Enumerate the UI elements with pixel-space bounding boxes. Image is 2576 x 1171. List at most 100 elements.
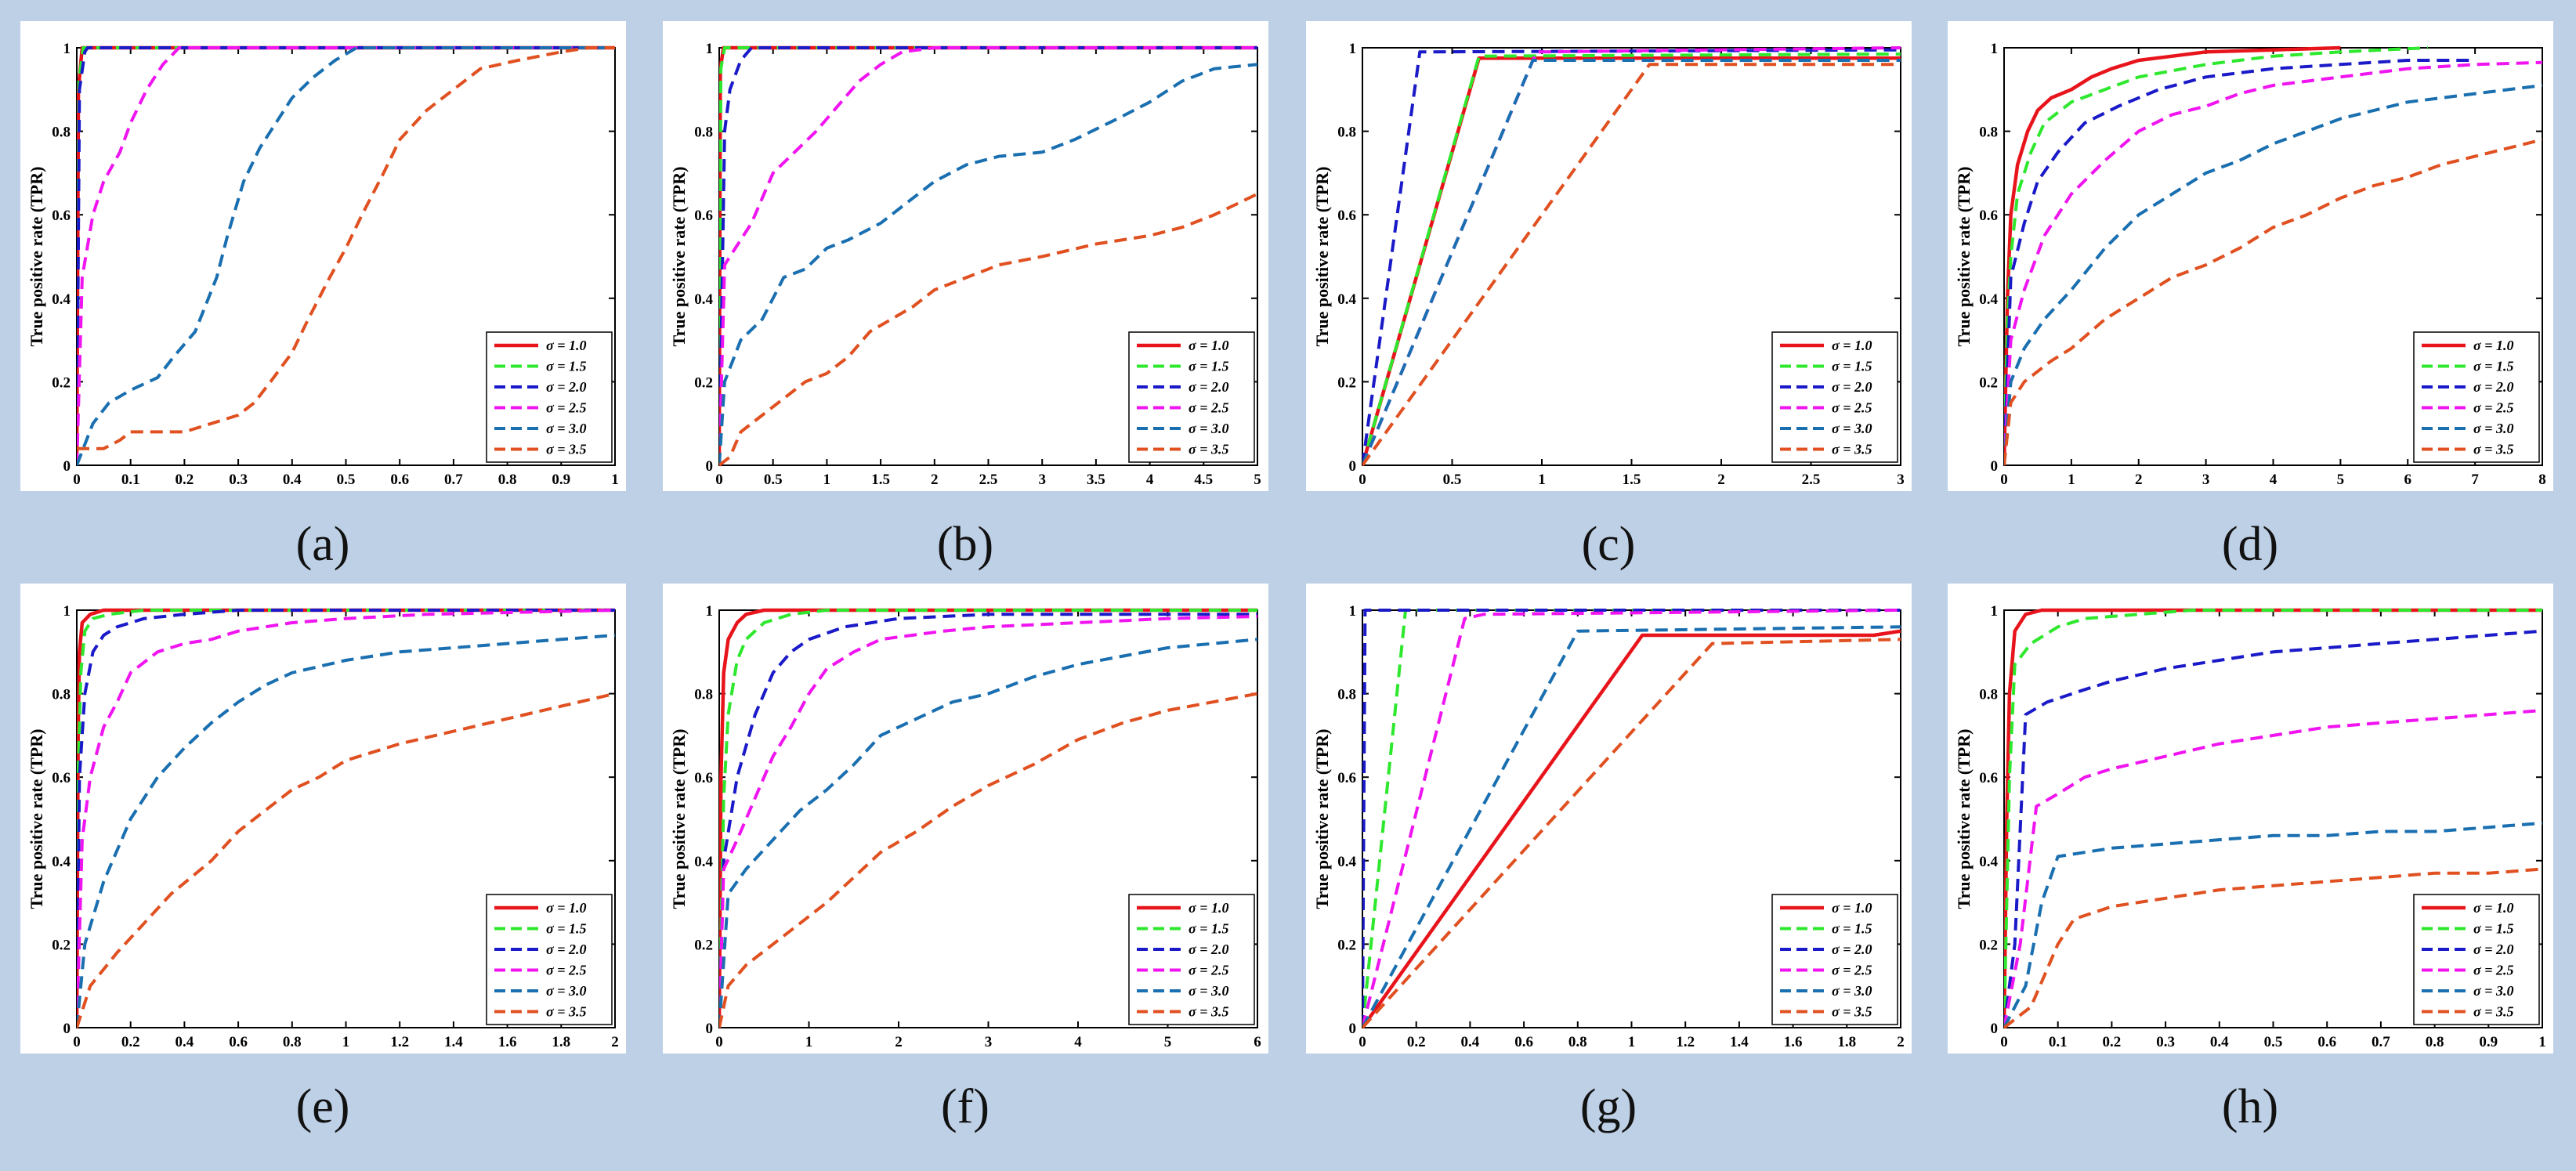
x-axis-label: False alarm rate (FPR) [261, 489, 431, 491]
series-line-6 [719, 192, 1257, 467]
legend-label-5: σ = 3.0 [2473, 421, 2513, 436]
x-tick-label: 3.5 [1087, 472, 1105, 488]
x-tick-label: 0.1 [2049, 1034, 2068, 1050]
x-tick-label: 0.4 [2210, 1034, 2229, 1050]
legend-box [1771, 331, 1898, 463]
x-axis-label: False alarm rate (FPR) [2188, 1051, 2358, 1054]
x-axis-label: False alarm rate (FPR) [1547, 1051, 1717, 1054]
y-tick-label: 0.8 [1337, 687, 1356, 703]
chart-h: 0 0.1 0.2 0.3 0.4 0.5 0.6 0.7 0.8 0.9 1 0 0.2 0.4 0.6 0… [1954, 603, 2546, 1054]
y-tick-label: 0.4 [1337, 291, 1356, 308]
y-tick-label: 0.6 [1979, 770, 1998, 786]
y-tick-label: 0.8 [694, 687, 713, 703]
y-tick-label: 0.2 [1979, 937, 1998, 953]
y-tick-label: 0.2 [1979, 374, 1998, 391]
legend-label-5: σ = 3.0 [2473, 983, 2513, 999]
y-tick-label: 0.2 [52, 937, 71, 953]
legend-label-1: σ = 1.0 [1832, 338, 1872, 353]
legend-label-5: σ = 3.0 [1189, 983, 1228, 999]
series-line-3 [2004, 629, 2542, 1028]
y-tick-label: 1 [706, 41, 714, 57]
y-tick-label: 0.6 [52, 770, 71, 786]
series-line-5 [1362, 625, 1901, 1028]
chart-f: 0 1 2 3 4 5 6 0 0.2 0.4 0.6 0.8 1 False alarm rate (F… [669, 603, 1261, 1054]
y-tick-label: 0.6 [52, 208, 71, 224]
legend: σ = 1.0 σ = 1.5 σ = 2.0 σ = 2.5 σ = 3.0 σ = 3… [1128, 331, 1255, 463]
legend-box [1128, 331, 1255, 463]
series-line-5 [719, 63, 1257, 466]
y-tick-label: 0.4 [694, 854, 713, 870]
x-tick-label: 3 [2202, 472, 2210, 488]
x-tick-label: 0 [73, 1034, 81, 1050]
y-tick-label: 0.4 [1979, 291, 1998, 308]
legend-label-6: σ = 3.5 [1832, 1004, 1872, 1020]
legend-label-4: σ = 2.5 [1189, 400, 1228, 416]
legend: σ = 1.0 σ = 1.5 σ = 2.0 σ = 2.5 σ = 3.0 σ = 3… [2413, 331, 2540, 463]
y-tick-label: 0 [63, 458, 71, 475]
series-line-5 [2004, 821, 2542, 1028]
legend: σ = 1.0 σ = 1.5 σ = 2.0 σ = 2.5 σ = 3.0 σ = 3… [486, 331, 613, 463]
x-tick-label: 2.5 [1802, 472, 1821, 488]
legend-label-1: σ = 1.0 [2473, 900, 2513, 916]
legend-label-2: σ = 1.5 [1832, 921, 1872, 937]
x-tick-label: 3 [1038, 472, 1046, 488]
x-tick-label: 1 [1628, 1034, 1636, 1050]
legend-label-4: σ = 2.5 [2473, 400, 2513, 416]
x-tick-label: 0.2 [121, 1034, 140, 1050]
series-line-4 [1362, 609, 1901, 1028]
chart-e: 0 0.2 0.4 0.6 0.8 1 1.2 1.4 1.6 1.8 2 0 0.2 0.4 0.6 0.8… [27, 603, 619, 1054]
x-tick-label: 0.5 [2264, 1034, 2283, 1050]
legend-label-4: σ = 2.5 [546, 400, 586, 416]
y-tick-label: 0.6 [1337, 770, 1356, 786]
x-tick-label: 0.5 [1443, 472, 1462, 488]
legend-label-4: σ = 2.5 [2473, 963, 2513, 978]
series-group [77, 608, 615, 1028]
series-line-2 [1362, 52, 1901, 466]
x-tick-label: 0 [715, 472, 723, 488]
legend-label-2: σ = 1.5 [2473, 359, 2513, 374]
legend-box [2413, 331, 2540, 463]
y-axis-label: True positive rate (TPR) [669, 729, 689, 909]
x-tick-label: 0.1 [121, 472, 140, 488]
x-tick-label: 0.3 [2156, 1034, 2175, 1050]
x-tick-label: 0.5 [764, 472, 783, 488]
series-line-4 [77, 609, 615, 1028]
legend-label-4: σ = 2.5 [1832, 963, 1872, 978]
series-group [1362, 46, 1901, 467]
series-group [2004, 45, 2542, 466]
y-tick-label: 0.4 [694, 291, 713, 308]
x-tick-label: 0.3 [229, 472, 248, 488]
series-line-3 [719, 613, 1257, 1028]
legend-label-3: σ = 2.0 [1189, 379, 1228, 395]
y-tick-label: 0.6 [1979, 208, 1998, 224]
series-line-3 [77, 46, 615, 466]
x-tick-label: 0.8 [1568, 1034, 1587, 1050]
y-tick-label: 0.6 [694, 770, 713, 786]
series-line-4 [77, 46, 615, 466]
chart-g: 0 0.2 0.4 0.6 0.8 1 1.2 1.4 1.6 1.8 2 0 0.2 0.4 0.6 0.8… [1312, 603, 1905, 1054]
y-tick-label: 0.2 [1337, 374, 1356, 391]
series-line-2 [2004, 609, 2542, 1028]
x-tick-label: 0.6 [390, 472, 409, 488]
x-tick-label: 6 [1254, 1034, 1261, 1050]
x-tick-label: 0 [1359, 1034, 1366, 1050]
series-line-5 [77, 634, 615, 1028]
x-axis-label: False alarm rate (FPR) [261, 1051, 431, 1054]
x-tick-label: 1 [2538, 1034, 2546, 1050]
legend-label-5: σ = 3.0 [1832, 421, 1872, 436]
x-tick-label: 0 [73, 472, 81, 488]
chart-panel-d: 0 1 2 3 4 5 6 7 8 0 0.2 0.4 0.6 0.8 1 False alarm rate … [1948, 21, 2553, 491]
legend-box [1128, 894, 1255, 1025]
legend-box [1771, 894, 1898, 1025]
y-tick-label: 0 [1991, 1021, 1999, 1037]
x-axis-label: False alarm rate (FPR) [2188, 489, 2358, 491]
x-tick-label: 1.6 [1784, 1034, 1803, 1050]
legend-label-3: σ = 2.0 [1832, 941, 1872, 957]
x-tick-label: 2 [931, 472, 939, 488]
legend-label-2: σ = 1.5 [1189, 359, 1228, 374]
x-tick-label: 0.7 [2372, 1034, 2390, 1050]
legend-label-2: σ = 1.5 [1832, 359, 1872, 374]
y-axis-label: True positive rate (TPR) [1954, 729, 1974, 909]
series-line-4 [2004, 60, 2542, 466]
y-tick-label: 1 [1991, 603, 1999, 620]
